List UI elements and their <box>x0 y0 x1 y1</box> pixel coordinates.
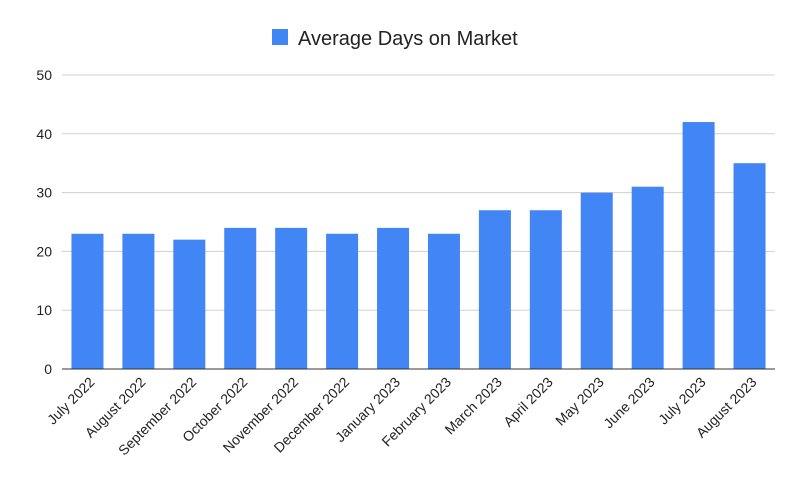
bar <box>478 210 511 369</box>
y-tick-label: 10 <box>36 302 52 318</box>
y-tick-label: 40 <box>36 126 52 142</box>
y-tick-label: 30 <box>36 185 52 201</box>
legend-swatch <box>272 29 288 45</box>
bar <box>326 233 359 369</box>
legend: Average Days on Market <box>272 28 518 50</box>
x-tick-label: June 2023 <box>600 374 658 432</box>
bar <box>631 186 664 369</box>
bar <box>173 239 206 369</box>
bar <box>122 233 155 369</box>
y-tick-label: 0 <box>44 361 52 377</box>
bar <box>529 210 562 369</box>
bar <box>580 192 613 369</box>
bar <box>682 122 715 369</box>
bar <box>377 227 410 369</box>
bar <box>427 233 460 369</box>
y-axis-tick-labels: 0 10 20 30 40 50 <box>36 67 52 377</box>
bar <box>275 227 308 369</box>
x-tick-label: July 2023 <box>655 374 709 428</box>
x-tick-label: April 2023 <box>500 374 556 430</box>
bar <box>71 233 104 369</box>
gridlines <box>62 74 775 311</box>
bars <box>71 122 766 369</box>
x-tick-label: July 2022 <box>44 374 98 428</box>
y-tick-label: 50 <box>36 67 52 83</box>
bar <box>733 163 766 369</box>
x-tick-label: May 2023 <box>552 374 607 429</box>
y-tick-label: 20 <box>36 243 52 259</box>
legend-label: Average Days on Market <box>298 28 518 50</box>
bar <box>224 227 257 369</box>
